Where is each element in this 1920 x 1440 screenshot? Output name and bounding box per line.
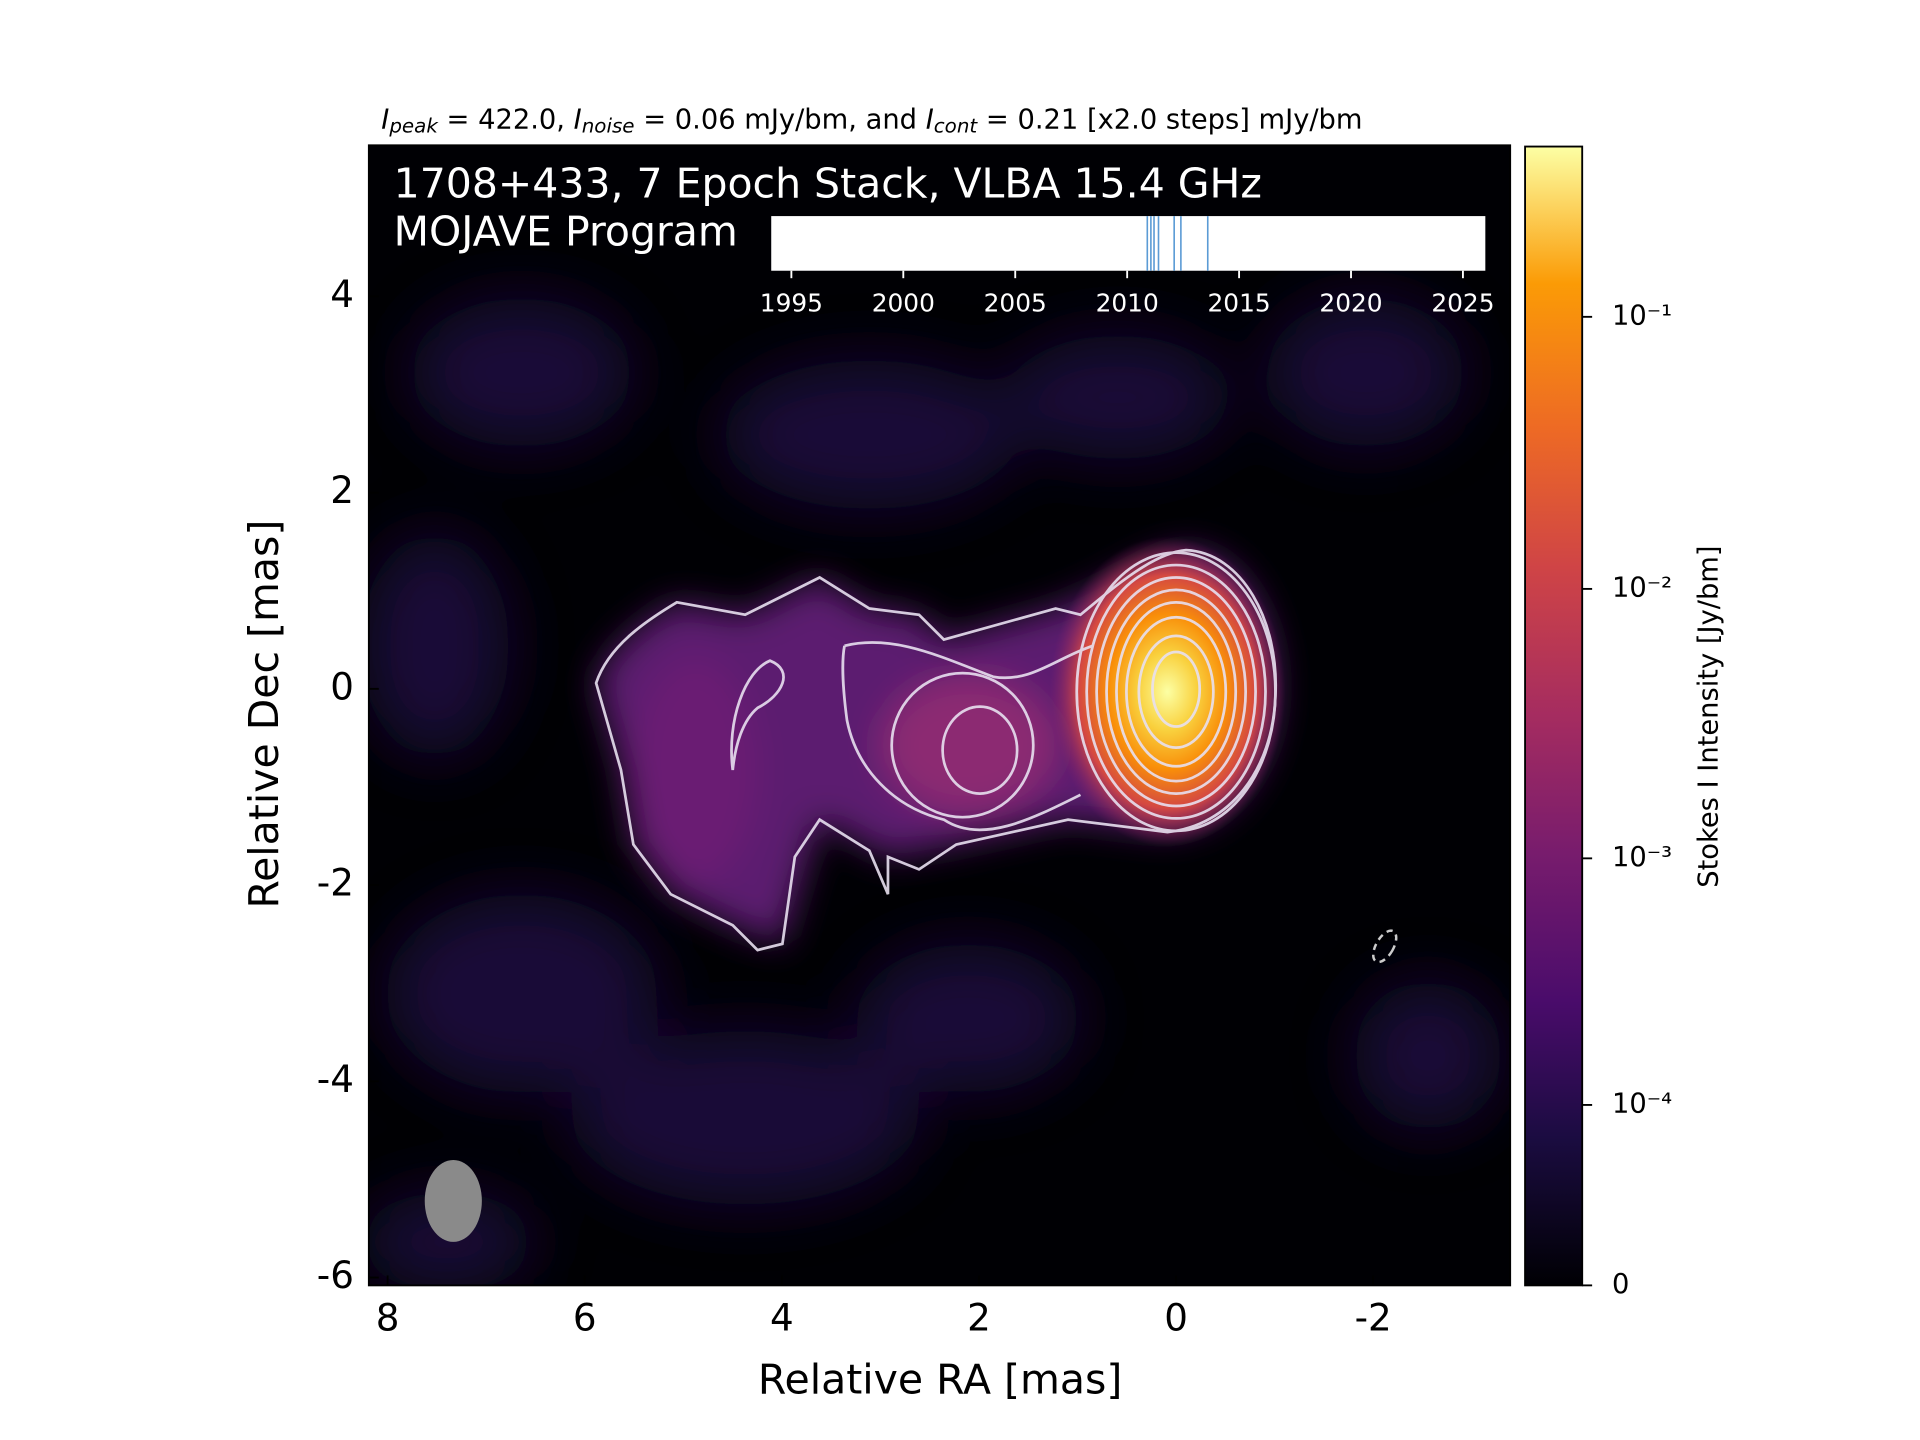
symbol: I <box>574 104 582 135</box>
image <box>368 145 1511 1286</box>
x-tick-label: -2 <box>1355 1296 1392 1340</box>
y-tick-label: -4 <box>317 1057 354 1101</box>
timeline-tick-label: 2020 <box>1319 288 1382 317</box>
subscript: noise <box>582 114 635 137</box>
timeline-tick-label: 2000 <box>872 288 935 317</box>
colorbar-tick-label: 0 <box>1612 1269 1629 1300</box>
colorbar-tick-label: 10⁻⁴ <box>1612 1088 1672 1119</box>
colorbar-tick-label: 10⁻³ <box>1612 842 1672 873</box>
x-tick-label: 4 <box>770 1296 794 1340</box>
subtitle-text: = 422.0, <box>438 104 574 135</box>
x-tick-label: 2 <box>967 1296 991 1340</box>
subtitle: Ipeak = 422.0, Inoise = 0.06 mJy/bm, and… <box>381 104 1362 137</box>
subtitle-text: = 0.06 mJy/bm, and <box>635 104 926 135</box>
colorbar-label: Stokes I Intensity [Jy/bm] <box>1694 545 1725 887</box>
colorbar <box>1524 145 1584 1287</box>
timeline-tick-label: 2005 <box>984 288 1047 317</box>
symbol: I <box>381 104 389 135</box>
colorbar-tick-label: 10⁻² <box>1612 572 1672 603</box>
subscript: cont <box>934 114 979 137</box>
y-tick-label: -2 <box>317 861 354 905</box>
subscript: peak <box>388 114 439 137</box>
x-tick-label: 6 <box>573 1296 597 1340</box>
timeline-tick-label: 2010 <box>1096 288 1159 317</box>
x-axis-label: Relative RA [mas] <box>758 1355 1122 1403</box>
subtitle-text: = 0.21 [x2.0 steps] mJy/bm <box>977 104 1362 135</box>
y-axis-label: Relative Dec [mas] <box>240 520 288 909</box>
chart-title: 1708+433, 7 Epoch Stack, VLBA 15.4 GHz <box>394 159 1262 207</box>
x-tick-label: 0 <box>1164 1296 1188 1340</box>
program-label: MOJAVE Program <box>394 208 738 256</box>
y-tick-label: -6 <box>317 1253 354 1297</box>
y-tick-label: 0 <box>330 664 354 708</box>
colorbar-tick-label: 10⁻¹ <box>1612 300 1672 331</box>
y-tick-label: 4 <box>330 272 354 316</box>
x-tick-label: 8 <box>376 1296 400 1340</box>
timeline-box <box>771 216 1486 271</box>
timeline-tick-label: 1995 <box>760 288 823 317</box>
timeline-tick-label: 2015 <box>1207 288 1270 317</box>
symbol: I <box>926 104 934 135</box>
timeline-tick-label: 2025 <box>1431 288 1494 317</box>
y-tick-label: 2 <box>330 468 354 512</box>
